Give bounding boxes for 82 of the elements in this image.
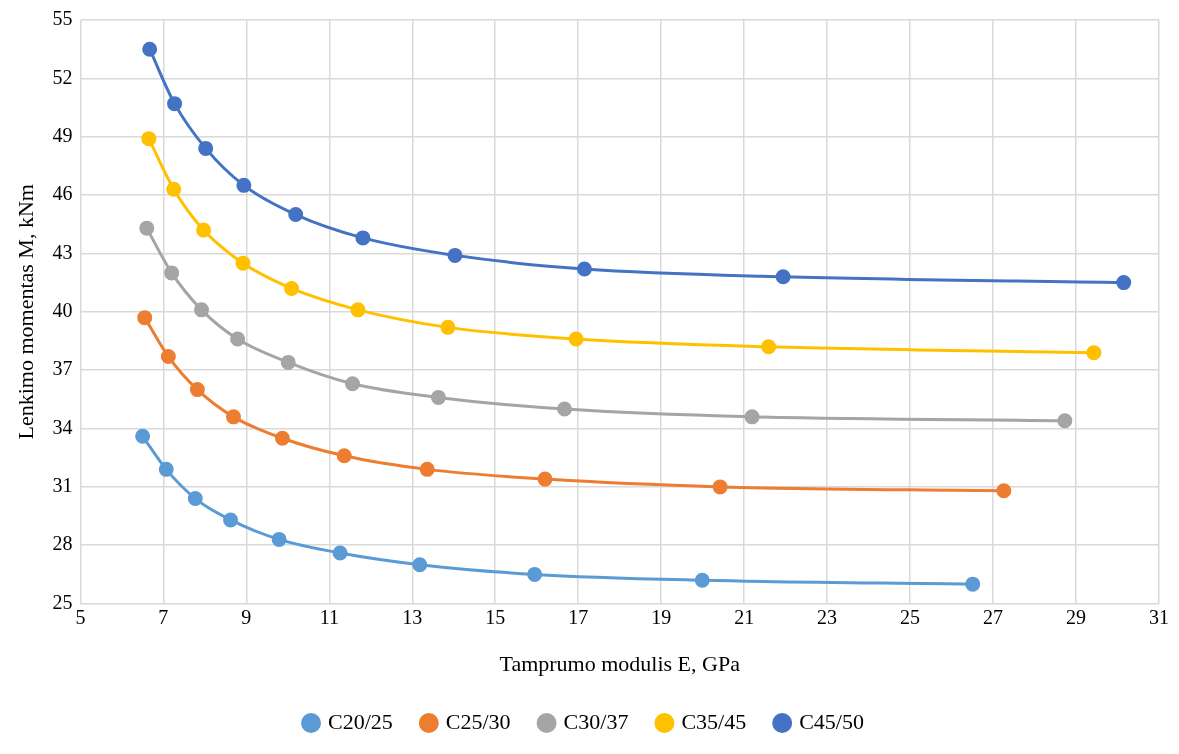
point (271, 531, 287, 547)
point (235, 255, 251, 271)
y-tick-label: 28 (52, 532, 73, 555)
legend-label: C35/45 (681, 708, 747, 734)
point (1057, 413, 1073, 429)
point (274, 430, 290, 446)
point (141, 131, 157, 147)
point (164, 265, 180, 281)
point (412, 557, 428, 573)
legend-label: C45/50 (799, 708, 864, 734)
point (336, 448, 352, 464)
point (167, 96, 183, 112)
x-tick-label: 17 (568, 605, 589, 628)
point (166, 181, 182, 197)
point (694, 572, 710, 588)
x-tick-label: 29 (1066, 605, 1087, 628)
x-tick-label: 31 (1149, 605, 1169, 628)
point (761, 339, 777, 355)
point (355, 230, 371, 246)
point (284, 280, 300, 296)
point (332, 545, 348, 561)
x-tick-label: 27 (983, 605, 1004, 628)
x-tick-label: 19 (651, 605, 672, 628)
x-tick-label: 13 (402, 605, 423, 628)
y-tick-label: 25 (52, 590, 73, 613)
point (350, 302, 366, 318)
x-tick-label: 15 (485, 605, 506, 628)
point (223, 512, 239, 528)
point (288, 207, 304, 223)
y-tick-label: 40 (52, 299, 73, 322)
point (280, 354, 296, 370)
legend-label: C30/37 (563, 708, 629, 734)
point (158, 461, 174, 477)
x-tick-label: 5 (75, 605, 86, 628)
point (775, 269, 791, 285)
point (189, 382, 205, 398)
point (419, 461, 435, 477)
point (194, 302, 210, 318)
point (160, 349, 176, 365)
point (225, 409, 241, 425)
point (1086, 345, 1102, 361)
point (137, 310, 153, 326)
x-tick-label: 25 (900, 605, 921, 628)
point (744, 409, 760, 425)
point (345, 376, 361, 392)
y-tick-label: 34 (52, 415, 73, 438)
x-tick-label: 11 (319, 605, 339, 628)
y-tick-label: 55 (52, 7, 73, 30)
point (447, 247, 463, 263)
x-tick-label: 7 (158, 605, 169, 628)
point (430, 389, 446, 405)
x-tick-label: 23 (817, 605, 838, 628)
x-tick-label: 21 (734, 605, 755, 628)
point (440, 319, 456, 335)
point (187, 491, 203, 507)
y-tick-label: 43 (52, 240, 73, 263)
point (230, 331, 246, 347)
point (537, 471, 553, 487)
legend-label: C25/30 (445, 708, 511, 734)
x-axis-title: Tamprumo modulis E, GPa (499, 650, 741, 676)
point (142, 41, 158, 57)
legend-label: C20/25 (328, 708, 393, 734)
x-tick-label: 9 (241, 605, 252, 628)
point (576, 261, 592, 277)
point (527, 566, 543, 582)
y-tick-label: 37 (52, 357, 73, 380)
point (139, 220, 155, 236)
point (236, 177, 252, 193)
point (1116, 275, 1132, 291)
y-axis-title: Lenkimo momentas M, kNm (12, 184, 38, 440)
point (568, 331, 584, 347)
point (196, 222, 212, 238)
point (557, 401, 573, 417)
point (712, 479, 728, 495)
y-tick-label: 31 (52, 474, 73, 497)
point (965, 576, 981, 592)
y-tick-label: 46 (52, 182, 73, 205)
point (996, 483, 1012, 499)
point (198, 140, 214, 156)
y-tick-label: 49 (52, 123, 73, 146)
point (135, 428, 151, 444)
y-tick-label: 52 (52, 65, 73, 88)
